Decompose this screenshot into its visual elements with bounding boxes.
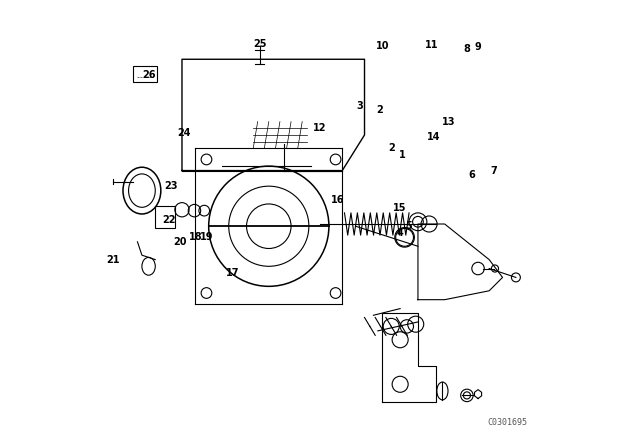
Text: 6: 6	[468, 170, 475, 180]
Text: 2: 2	[388, 143, 395, 153]
Bar	[156, 206, 175, 228]
Text: 10: 10	[376, 41, 389, 51]
Text: 4: 4	[397, 228, 403, 238]
Text: C0301695: C0301695	[487, 418, 527, 426]
Text: 14: 14	[427, 132, 440, 142]
Text: 24: 24	[177, 128, 191, 138]
Text: 13: 13	[442, 116, 456, 127]
Text: 8: 8	[463, 44, 470, 55]
Text: 7: 7	[490, 166, 497, 176]
Text: 3: 3	[356, 101, 364, 111]
Text: 20: 20	[173, 237, 186, 247]
Text: 11: 11	[424, 40, 438, 50]
Text: 16: 16	[331, 194, 344, 205]
Text: 12: 12	[313, 123, 327, 133]
Text: 25: 25	[253, 39, 267, 49]
Text: 18: 18	[189, 233, 202, 242]
Text: 9: 9	[475, 42, 481, 52]
Text: 23: 23	[164, 181, 178, 191]
Text: 17: 17	[227, 268, 240, 278]
Text: 2: 2	[377, 105, 383, 116]
Text: 19: 19	[200, 233, 213, 242]
Text: 26: 26	[142, 70, 156, 80]
Text: 21: 21	[106, 254, 120, 265]
Text: 22: 22	[162, 215, 175, 224]
Text: 15: 15	[394, 203, 407, 213]
Text: 1: 1	[399, 150, 406, 160]
Text: 5: 5	[406, 221, 412, 231]
Bar	[133, 66, 157, 82]
